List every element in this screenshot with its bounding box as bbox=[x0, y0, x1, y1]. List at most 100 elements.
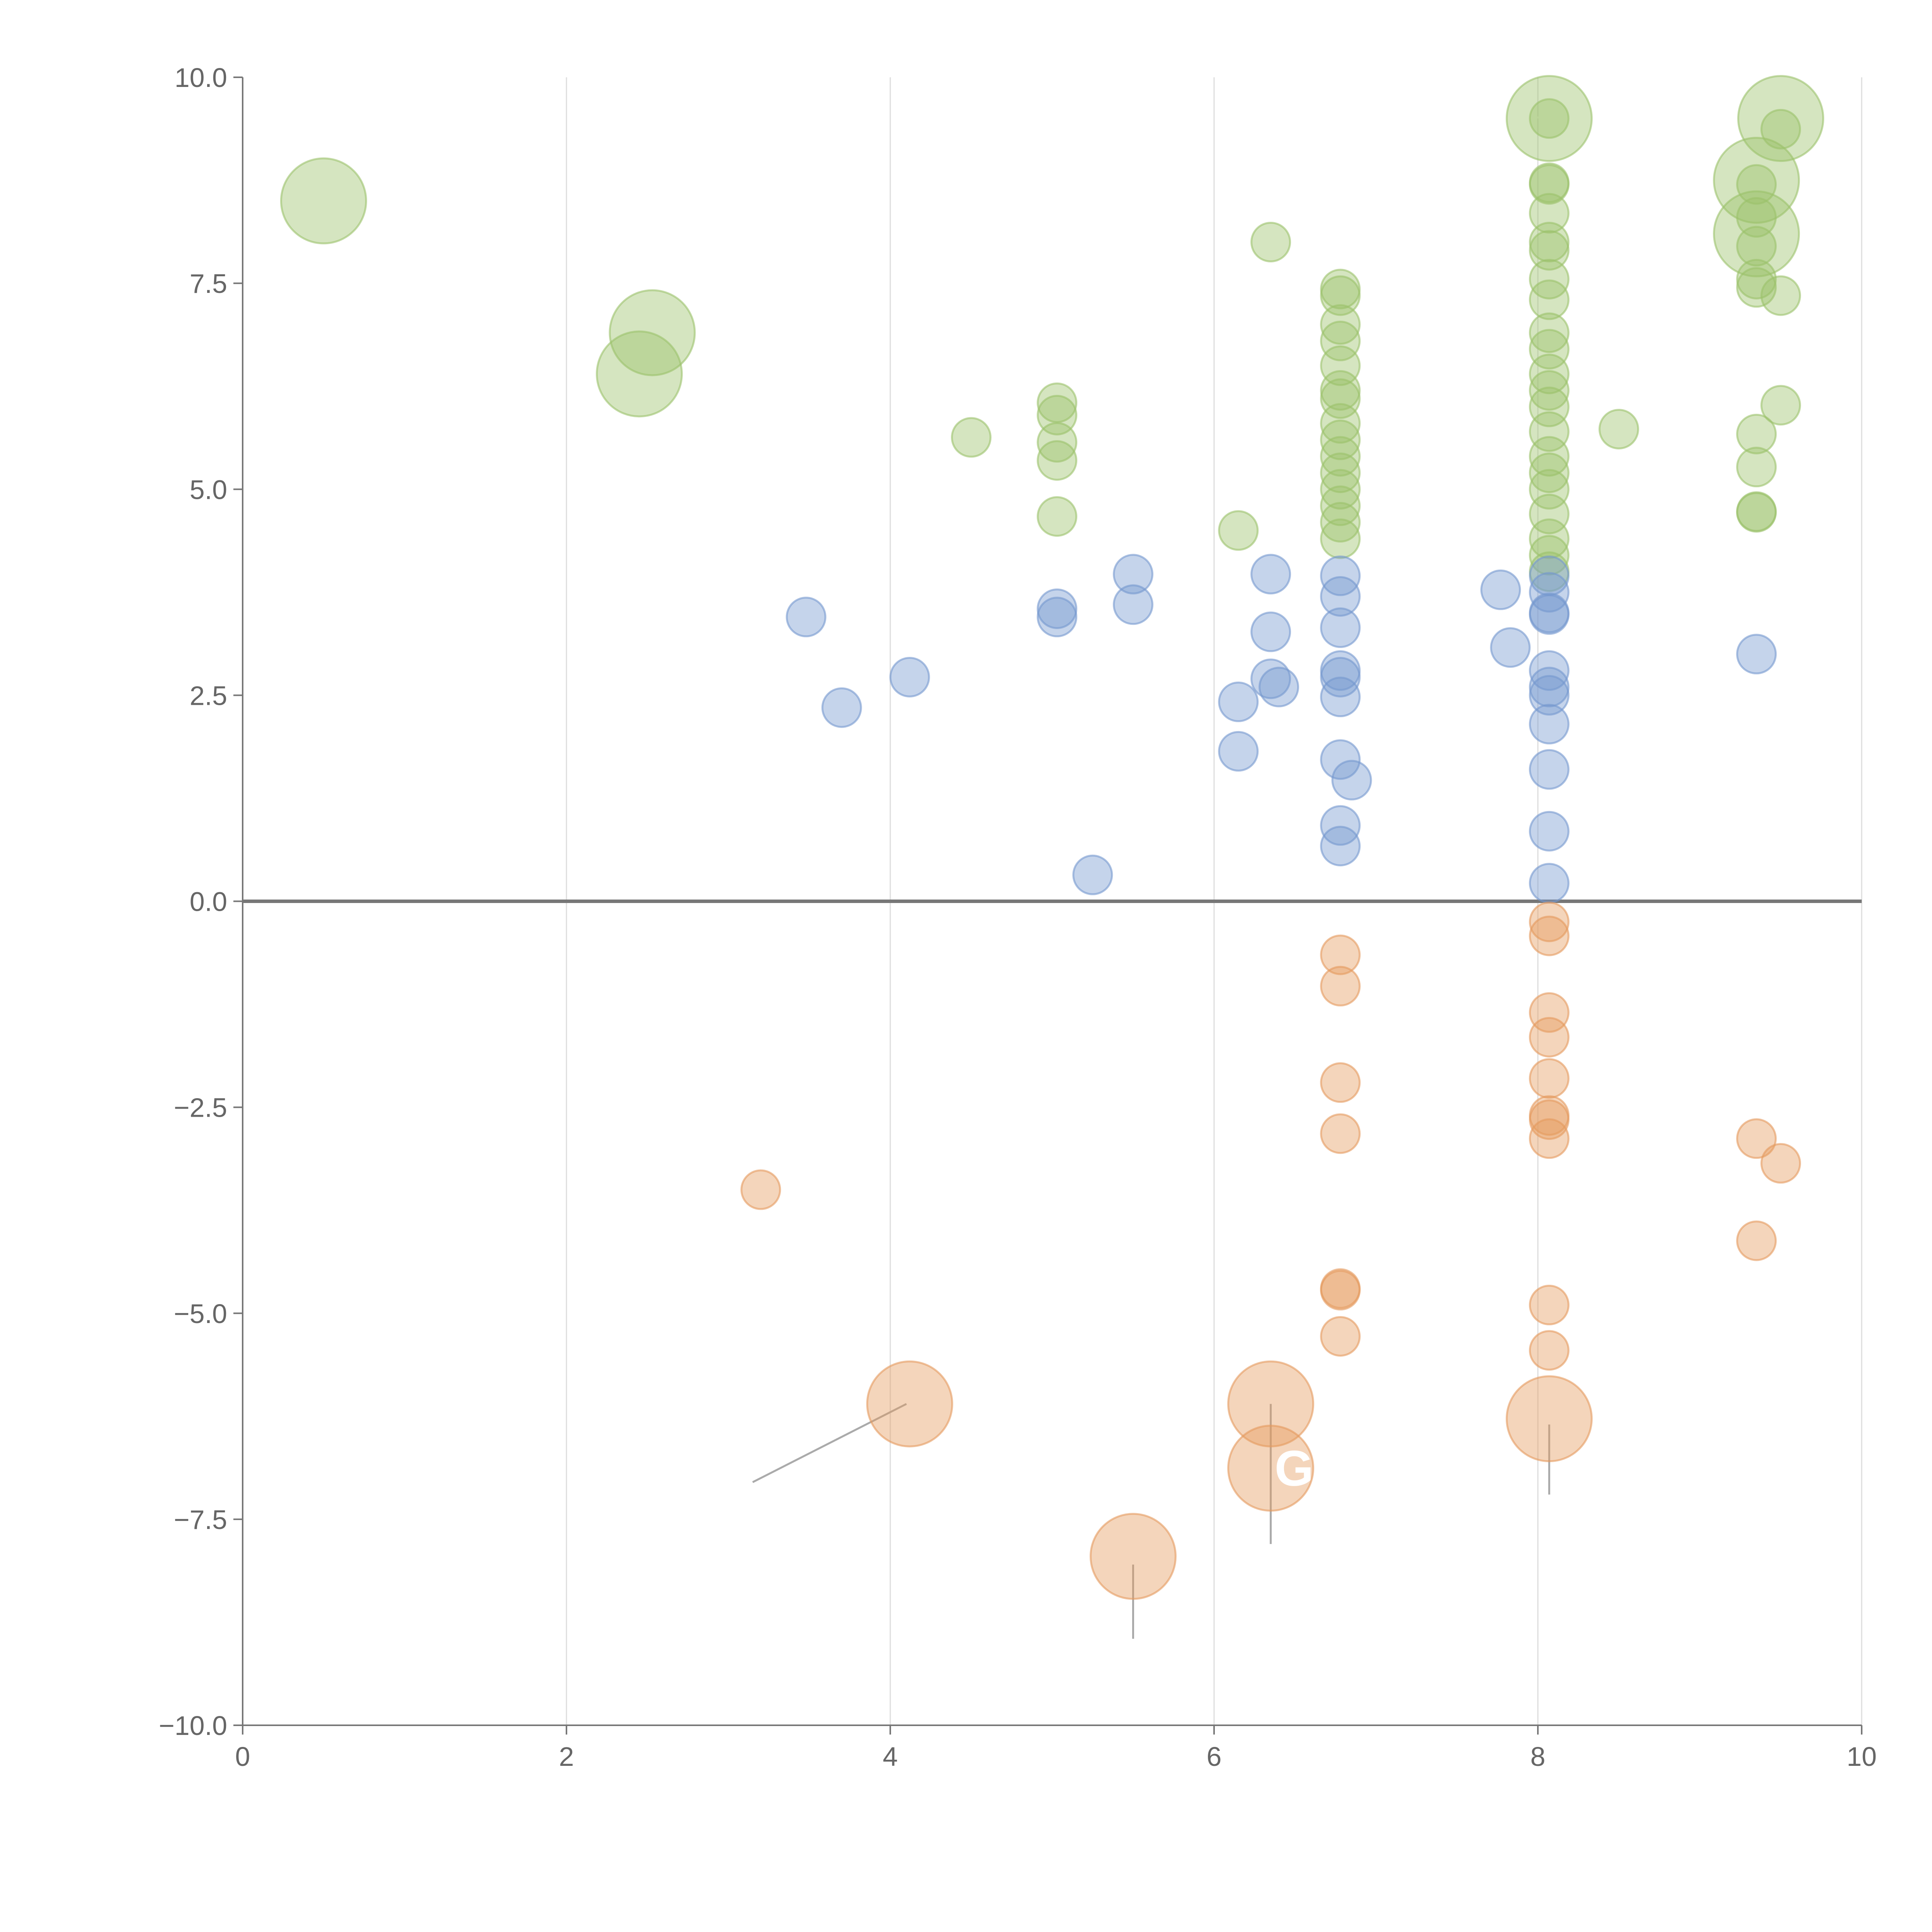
scatter-point-green bbox=[1529, 222, 1570, 262]
scatter-point-orange bbox=[1320, 934, 1361, 975]
x-tick-label: 6 bbox=[1207, 1742, 1222, 1772]
scatter-point-green bbox=[1529, 312, 1570, 353]
scatter-point-blue bbox=[1529, 863, 1570, 904]
scatter-point-blue bbox=[1529, 675, 1570, 716]
scatter-point-green bbox=[1736, 226, 1777, 267]
scatter-point-blue bbox=[1529, 704, 1570, 745]
scatter-point-blue bbox=[889, 656, 930, 697]
x-tick-label: 4 bbox=[883, 1742, 898, 1772]
scatter-point-blue bbox=[1320, 826, 1361, 867]
scatter-point-green bbox=[1320, 419, 1361, 460]
scatter-point-blue bbox=[1736, 634, 1777, 675]
scatter-point-green bbox=[1037, 496, 1078, 537]
scatter-point-blue bbox=[1037, 597, 1078, 638]
scatter-point-orange bbox=[1320, 1062, 1361, 1103]
scatter-point-orange bbox=[1227, 1425, 1315, 1512]
scatter-point-green bbox=[1529, 259, 1570, 299]
scatter-point-green bbox=[1505, 75, 1593, 162]
scatter-point-green bbox=[1713, 137, 1800, 224]
scatter-point-green bbox=[596, 330, 683, 418]
scatter-point-green bbox=[1529, 518, 1570, 559]
scatter-point-green bbox=[1529, 386, 1570, 427]
y-tick-label: 5.0 bbox=[190, 474, 227, 505]
y-tick-label: 10.0 bbox=[175, 63, 227, 93]
scatter-point-green bbox=[1320, 469, 1361, 510]
scatter-point-blue bbox=[1320, 739, 1361, 780]
y-tick-label: −7.5 bbox=[174, 1505, 227, 1535]
scatter-point-green bbox=[1529, 493, 1570, 534]
scatter-point-orange bbox=[1320, 1270, 1361, 1311]
scatter-point-green bbox=[1320, 275, 1361, 316]
scatter-point-green bbox=[1529, 411, 1570, 452]
y-tick-label: 0.0 bbox=[190, 887, 227, 917]
scatter-point-green bbox=[1037, 440, 1078, 481]
scatter-point-green bbox=[1529, 193, 1570, 234]
scatter-point-blue bbox=[1490, 627, 1531, 668]
scatter-point-green bbox=[1320, 436, 1361, 477]
scatter-point-green bbox=[1529, 98, 1570, 139]
scatter-point-green bbox=[280, 157, 367, 245]
connector-layer bbox=[642, 113, 1781, 1639]
scatter-point-blue bbox=[1529, 572, 1570, 613]
x-tick-label: 0 bbox=[235, 1742, 250, 1772]
scatter-point-blue bbox=[1250, 658, 1291, 699]
scatter-point-blue bbox=[1529, 650, 1570, 691]
scatter-point-green bbox=[1529, 370, 1570, 411]
scatter-point-green bbox=[1529, 535, 1570, 576]
scatter-point-blue bbox=[1259, 667, 1299, 707]
scatter-point-green bbox=[1529, 469, 1570, 510]
scatter-point-green bbox=[1760, 109, 1801, 150]
scatter-point-green bbox=[1736, 164, 1777, 205]
scatter-point-green bbox=[1320, 518, 1361, 559]
scatter-point-green bbox=[1736, 259, 1777, 299]
scatter-point-green bbox=[1320, 403, 1361, 444]
scatter-point-orange bbox=[1529, 1058, 1570, 1099]
scatter-point-orange bbox=[1529, 915, 1570, 956]
scatter-point-green bbox=[1529, 436, 1570, 477]
scatter-point-blue bbox=[821, 687, 862, 728]
leader-line bbox=[1756, 117, 1781, 124]
scatter-point-green bbox=[1320, 452, 1361, 493]
scatter-point-orange bbox=[1529, 992, 1570, 1033]
scatter-point-green bbox=[1320, 304, 1361, 345]
scatter-point-green bbox=[951, 417, 992, 458]
scatter-point-green bbox=[1529, 164, 1570, 205]
axis-layer: −10.0 −7.5 −5.0 −2.5 0.0 2.5 5.0 7.5 10.0 0 2 4 6 8 10 bbox=[159, 63, 1877, 1772]
x-tick-label: 2 bbox=[559, 1742, 574, 1772]
scatter-point-orange bbox=[1227, 1360, 1315, 1447]
scatter-point-green bbox=[1529, 279, 1570, 320]
scatter-point-green bbox=[1529, 452, 1570, 493]
scatter-point-green bbox=[1037, 422, 1078, 463]
scatter-point-orange bbox=[1090, 1513, 1177, 1600]
scatter-point-blue bbox=[1529, 667, 1570, 707]
scatter-point-orange bbox=[1320, 966, 1361, 1007]
y-tick-label: −10.0 bbox=[159, 1711, 227, 1741]
scatter-point-blue bbox=[1529, 749, 1570, 790]
scatter-point-blue bbox=[1037, 588, 1078, 629]
scatter-point-green bbox=[1320, 345, 1361, 386]
scatter-point-blue bbox=[1250, 554, 1291, 595]
leader-line bbox=[658, 315, 689, 330]
scatter-point-blue bbox=[1331, 760, 1372, 801]
y-tick-label: −5.0 bbox=[174, 1299, 227, 1329]
scatter-point-green bbox=[1320, 370, 1361, 411]
scatter-point-green bbox=[1529, 329, 1570, 370]
scatter-point-green bbox=[1529, 230, 1570, 271]
scatter-point-orange bbox=[1505, 1375, 1593, 1463]
scatter-point-orange bbox=[1320, 1316, 1361, 1357]
scatter-point-green bbox=[1736, 197, 1777, 238]
scatter-point-orange bbox=[866, 1360, 953, 1447]
scatter-point-green bbox=[1320, 502, 1361, 543]
scatter-point-blue bbox=[1320, 576, 1361, 617]
scatter-point-blue bbox=[1320, 607, 1361, 648]
y-tick-label: −2.5 bbox=[174, 1093, 227, 1123]
scatter-point-orange bbox=[1736, 1220, 1777, 1261]
scatter-point-blue bbox=[1529, 594, 1570, 635]
scatter-point-green bbox=[1736, 267, 1777, 308]
scatter-point-blue bbox=[1320, 805, 1361, 846]
scatter-point-green bbox=[1599, 409, 1639, 450]
scatter-point-orange bbox=[1529, 1017, 1570, 1058]
scatter-point-green bbox=[1737, 75, 1824, 162]
